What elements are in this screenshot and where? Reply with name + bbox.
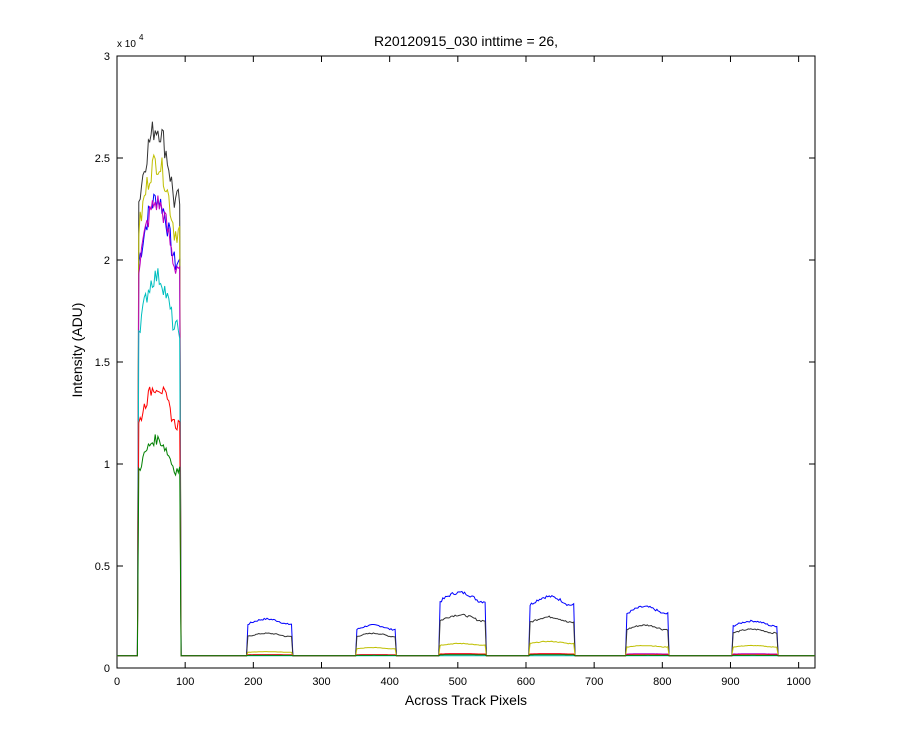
y-axis-label: Intensity (ADU): [69, 303, 85, 398]
x-tick-label: 800: [653, 676, 671, 688]
x-tick-label: 300: [312, 676, 330, 688]
chart-title: R20120915_030 inttime = 26,: [374, 33, 558, 49]
x-tick-label: 1000: [786, 676, 810, 688]
x-tick-label: 400: [380, 676, 398, 688]
x-tick-label: 100: [176, 676, 194, 688]
plot-area: [116, 55, 816, 669]
y-tick-label: 1.5: [95, 357, 110, 369]
x-tick-label: 600: [517, 676, 535, 688]
x-tick-label: 500: [449, 676, 467, 688]
y-tick-label: 2.5: [95, 153, 110, 165]
ticks-layer: 0 100 200 300 400 500 600 700 800 900 1000 0 0.5 1 1.5…: [95, 51, 815, 688]
series-line: [117, 434, 815, 657]
y-tick-label: 0.5: [95, 561, 110, 573]
y-multiplier-exponent: 4: [139, 33, 144, 42]
y-tick-label: 0: [104, 663, 110, 675]
series-layer: [117, 121, 815, 657]
x-tick-label: 0: [114, 676, 120, 688]
y-tick-label: 2: [104, 255, 110, 267]
x-axis-label: Across Track Pixels: [405, 692, 527, 708]
x-tick-label: 700: [585, 676, 603, 688]
y-tick-label: 3: [104, 51, 110, 63]
x-tick-label: 900: [721, 676, 739, 688]
y-tick-label: 1: [104, 459, 110, 471]
y-multiplier-label: x 10: [117, 39, 136, 50]
x-tick-label: 200: [244, 676, 262, 688]
